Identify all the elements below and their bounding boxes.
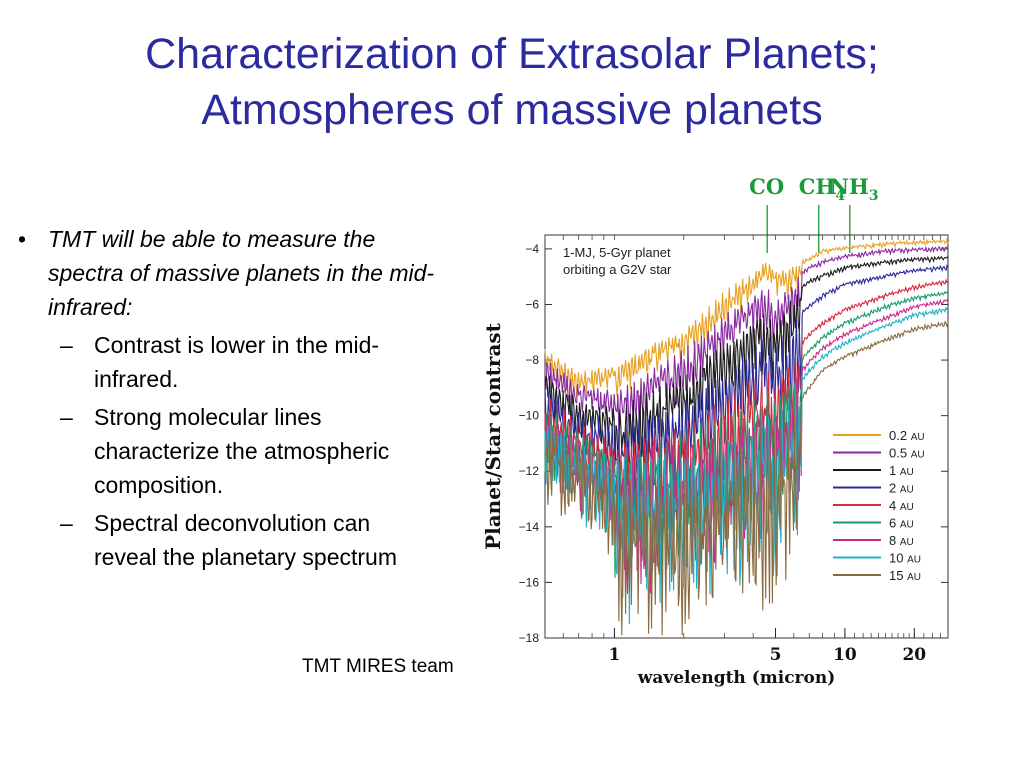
y-tick-label: −16 bbox=[519, 575, 540, 589]
molecule-subscript: 3 bbox=[869, 188, 879, 204]
sub-bullet-item: – Spectral deconvolution can reveal the … bbox=[18, 506, 438, 574]
legend-unit: AU bbox=[900, 502, 914, 513]
x-axis-label: wavelength (micron) bbox=[637, 668, 836, 688]
x-tick-label: 20 bbox=[902, 645, 926, 665]
x-tick-label: 1 bbox=[608, 645, 620, 665]
y-tick-label: −6 bbox=[525, 297, 539, 311]
chart-annotation: 1-MJ, 5-Gyr planet orbiting a G2V star bbox=[563, 245, 672, 277]
y-tick-label: −10 bbox=[519, 409, 540, 423]
chart-legend: 0.2 AU 0.5 AU 1 AU 2 AU 4 AU 6 AU 8 AU 10 AU 15 … bbox=[833, 428, 925, 583]
legend-unit: AU bbox=[907, 572, 921, 583]
annotation-line-1: 1-MJ, 5-Gyr planet bbox=[563, 245, 671, 260]
sub-bullet-item: – Strong molecular lines characterize th… bbox=[18, 400, 438, 502]
y-tick-label: −8 bbox=[525, 353, 539, 367]
y-tick-label: −18 bbox=[519, 631, 540, 645]
slide-title: Characterization of Extrasolar Planets; … bbox=[0, 26, 1024, 138]
legend-label: 15 AU bbox=[889, 568, 921, 583]
sub-bullet-item: – Contrast is lower in the mid-infrared. bbox=[18, 328, 438, 396]
annotation-line-2: orbiting a G2V star bbox=[563, 262, 672, 277]
legend-unit: AU bbox=[900, 485, 914, 496]
bullet-item: • TMT will be able to measure the spectr… bbox=[18, 222, 438, 324]
title-line-1: Characterization of Extrasolar Planets; bbox=[145, 30, 879, 78]
sub-bullet-text: Spectral deconvolution can reveal the pl… bbox=[94, 510, 397, 570]
dash-marker: – bbox=[60, 510, 73, 536]
y-tick-label: −4 bbox=[525, 242, 539, 256]
sub-bullet-text: Contrast is lower in the mid-infrared. bbox=[94, 332, 380, 392]
bullet-marker: • bbox=[18, 226, 27, 252]
legend-unit: AU bbox=[911, 432, 925, 443]
legend-label: 4 AU bbox=[889, 498, 914, 513]
y-tick-label: −14 bbox=[519, 520, 540, 534]
legend-unit: AU bbox=[900, 537, 914, 548]
dash-marker: – bbox=[60, 404, 73, 430]
legend-unit: AU bbox=[900, 520, 914, 531]
credit-text: TMT MIRES team bbox=[302, 656, 454, 677]
series-line-8-au bbox=[544, 298, 949, 595]
legend-unit: AU bbox=[907, 555, 921, 566]
y-tick-label: −12 bbox=[519, 464, 540, 478]
molecule-subscript: 4 bbox=[835, 188, 845, 204]
legend-label: 0.2 AU bbox=[889, 428, 925, 443]
legend-label: 6 AU bbox=[889, 516, 914, 531]
legend-label: 8 AU bbox=[889, 533, 914, 548]
molecule-label-co: CO bbox=[749, 174, 784, 199]
legend-unit: AU bbox=[900, 467, 914, 478]
bullet-text: TMT will be able to measure the spectra … bbox=[48, 226, 435, 320]
legend-label: 1 AU bbox=[889, 463, 914, 478]
legend-unit: AU bbox=[911, 450, 925, 461]
title-line-2: Atmospheres of massive planets bbox=[201, 86, 823, 134]
sub-bullet-text: Strong molecular lines characterize the … bbox=[94, 404, 390, 498]
dash-marker: – bbox=[60, 332, 73, 358]
legend-label: 10 AU bbox=[889, 551, 921, 566]
x-tick-label: 10 bbox=[833, 645, 857, 665]
y-axis-label: Planet/Star contrast bbox=[481, 322, 505, 550]
legend-label: 2 AU bbox=[889, 481, 914, 496]
series-line-0-2-au bbox=[544, 237, 949, 399]
bullet-list: • TMT will be able to measure the spectr… bbox=[18, 222, 438, 574]
series-lines bbox=[544, 237, 949, 636]
x-tick-label: 5 bbox=[770, 645, 782, 665]
series-line-2-au bbox=[544, 264, 949, 507]
legend-label: 0.5 AU bbox=[889, 446, 925, 461]
series-line-15-au bbox=[544, 320, 949, 636]
